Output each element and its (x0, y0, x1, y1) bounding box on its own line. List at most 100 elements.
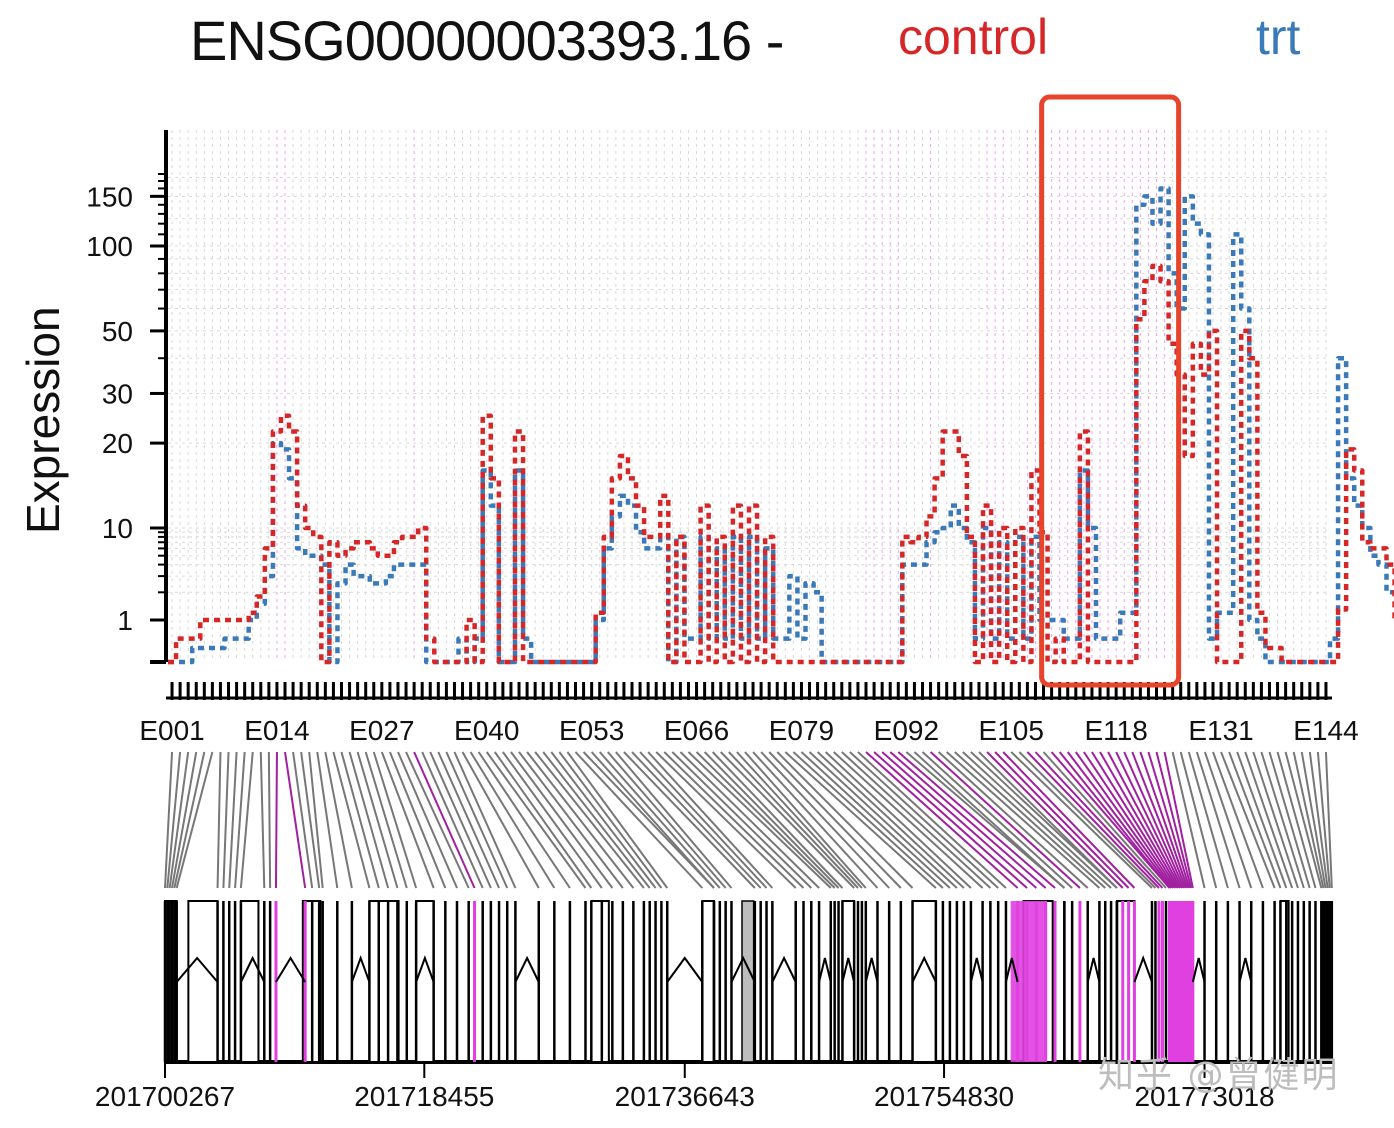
connector-line (663, 751, 805, 889)
y-tick-label: 1 (117, 605, 133, 636)
connector-line (405, 751, 470, 889)
connector-line (1002, 751, 1136, 889)
connector-line (234, 751, 246, 889)
connector-line (615, 751, 733, 889)
intron-chevron (864, 957, 879, 983)
connector-line (849, 751, 999, 889)
intron-chevron (1004, 957, 1019, 983)
connector-line (413, 751, 476, 889)
intron-chevron (771, 955, 797, 983)
connector-line (228, 751, 238, 889)
connector-line (308, 751, 324, 889)
exon-box (368, 900, 400, 1063)
grid (168, 130, 1330, 662)
connector-line (720, 751, 855, 889)
connector-line (1163, 751, 1194, 889)
connector-line (703, 751, 840, 889)
intron-chevron (730, 955, 756, 983)
shaded-exon (741, 900, 755, 1063)
connector-line (421, 751, 484, 889)
connector-line (1034, 751, 1164, 889)
connector-line (752, 751, 879, 889)
connector-line (558, 751, 663, 889)
connector-line (824, 751, 972, 889)
intron-chevron (350, 955, 371, 983)
connector-line (671, 751, 812, 889)
connector-line (655, 751, 797, 889)
connector-line (800, 751, 951, 889)
connector-line (986, 751, 1124, 889)
connector-line (171, 751, 198, 889)
connector-line (736, 751, 863, 889)
connector-line (574, 751, 704, 889)
connector-line (954, 751, 1106, 889)
x-tick-label: E079 (769, 715, 834, 746)
connector-line (493, 751, 593, 889)
legend-control: control (898, 9, 1049, 65)
series-layer (168, 186, 1394, 665)
x-tick-label: E040 (454, 715, 519, 746)
connector-line (897, 751, 1056, 889)
y-tick-label: 100 (86, 231, 133, 262)
connector-line (364, 751, 408, 889)
connector-line (1091, 751, 1178, 889)
connector-line (284, 751, 307, 889)
connector-line (881, 751, 1037, 889)
genomic-tick-label: 201773018 (1134, 1081, 1274, 1112)
genomic-tick-label: 201754830 (874, 1081, 1014, 1112)
exon-box (590, 900, 610, 1063)
connector-line (1171, 751, 1206, 889)
connector-line (1324, 751, 1333, 889)
exon-box (187, 900, 219, 1063)
intron-chevron (1133, 955, 1153, 983)
connector-line (873, 751, 1028, 889)
connector-line (166, 751, 182, 889)
x-tick-label: E092 (874, 715, 939, 746)
series-control (168, 263, 1394, 665)
connector-line (1244, 751, 1294, 889)
connector-line (429, 751, 492, 889)
connector-line (1050, 751, 1171, 889)
connector-line (865, 751, 1019, 889)
overlay (1039, 94, 1182, 688)
series-trt (168, 186, 1394, 665)
connector-line (340, 751, 380, 889)
connector-line (1220, 751, 1276, 889)
connector-line (679, 751, 820, 889)
connector-line (1300, 751, 1327, 889)
connector-line (316, 751, 339, 889)
connector-line (550, 751, 657, 889)
connector-line (711, 751, 844, 889)
connector-line (1131, 751, 1187, 889)
exon-box (415, 900, 435, 1063)
connector-line (292, 751, 314, 889)
intron-chevron (1191, 957, 1206, 983)
highlighted-exon-block (1010, 901, 1046, 1062)
intron-chevron (666, 956, 704, 983)
connector-line (816, 751, 965, 889)
connector-line (380, 751, 435, 889)
connector-line (534, 751, 645, 889)
connector-line (173, 751, 206, 889)
x-tick-label: E118 (1084, 715, 1147, 746)
gene-model: 201700267 201718455 201736643 201754830 2017… (95, 900, 1334, 1112)
watermark: 知乎 @曾健明 (1098, 1055, 1340, 1096)
x-tick-label: E053 (559, 715, 624, 746)
connector-line (566, 751, 669, 889)
connector-line (453, 751, 517, 889)
connector-line (1292, 751, 1325, 889)
connector-line (776, 751, 914, 889)
connector-line (267, 751, 272, 889)
connector-line (526, 751, 635, 889)
x-tick-label: E105 (979, 715, 1044, 746)
connector-line (1099, 751, 1180, 889)
connector-line (962, 751, 1112, 889)
exon-box (239, 900, 260, 1063)
connector-line (929, 751, 1081, 889)
connector-line (994, 751, 1130, 889)
connector-line (1139, 751, 1189, 889)
connector-line (639, 751, 768, 889)
connector-line (978, 751, 1118, 889)
connector-line (937, 751, 1089, 889)
